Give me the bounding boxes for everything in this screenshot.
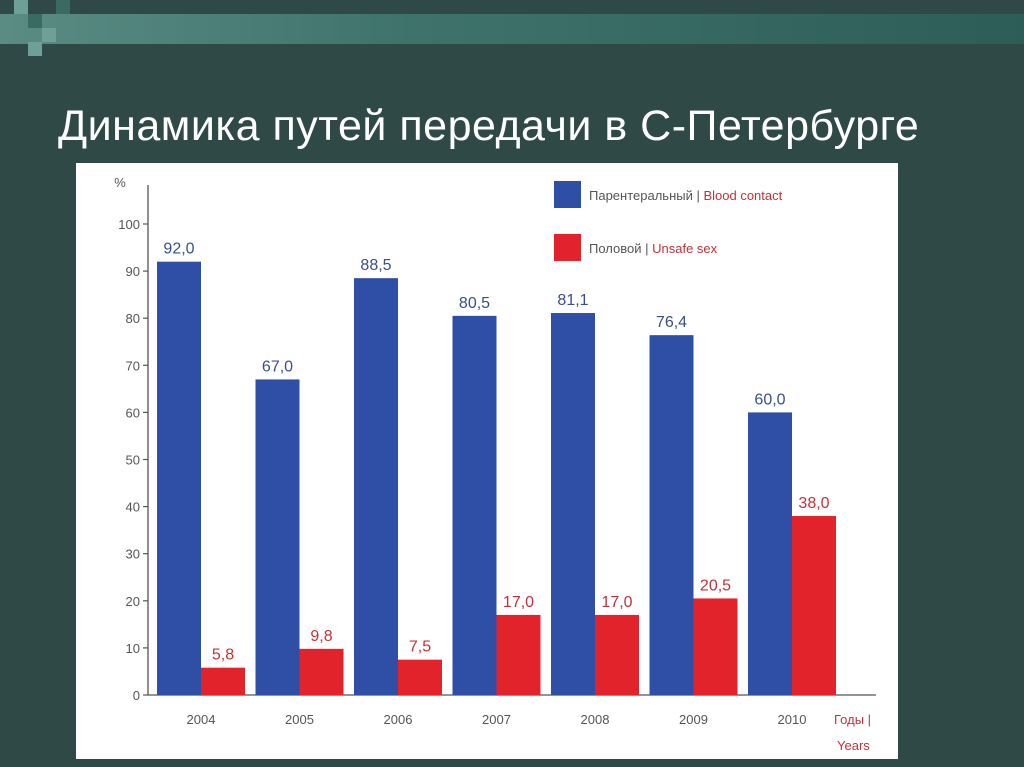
bar-blood-contact: [157, 261, 201, 695]
slide-title: Динамика путей передачи в С-Петербурге: [58, 102, 920, 150]
legend-label: Парентеральный | Blood contact: [589, 188, 783, 203]
bar-unsafe-sex: [201, 667, 245, 695]
bar-value-label: 17,0: [503, 594, 534, 611]
decorative-square: [42, 28, 56, 42]
bar-unsafe-sex: [693, 598, 738, 695]
x-tick-label: 2008: [581, 712, 610, 727]
y-tick-label: 30: [126, 547, 140, 562]
y-tick-label: 0: [133, 688, 140, 703]
x-tick-label: 2009: [679, 712, 708, 727]
y-tick-label: 10: [126, 641, 140, 656]
bar-blood-contact: [452, 315, 497, 695]
bar-value-label: 67,0: [262, 358, 293, 375]
y-tick-label: 80: [126, 311, 140, 326]
bar-chart: % 0 10 20 30 40 50 60 70 80 90 100 2004 2005 2006 2007 2…: [114, 175, 876, 753]
legend-swatch: [554, 181, 581, 208]
legend-swatch: [554, 234, 581, 261]
y-tick-label: 20: [126, 594, 140, 609]
bar-value-label: 7,5: [409, 639, 431, 656]
slide-header-band: [0, 14, 1024, 44]
bar-value-label: 9,8: [310, 628, 332, 645]
decorative-square: [28, 42, 42, 56]
y-tick-label: 70: [126, 358, 140, 373]
bar-blood-contact: [551, 313, 595, 695]
decorative-square: [28, 14, 42, 28]
x-tick-label: 2007: [482, 712, 511, 727]
bar-unsafe-sex: [595, 614, 639, 695]
bar-unsafe-sex: [398, 659, 442, 695]
bar-blood-contact: [255, 379, 300, 695]
bar-value-label: 38,0: [798, 495, 829, 512]
x-axis-label-en: Years: [837, 738, 870, 753]
chart-legend: Парентеральный | Blood contact Половой | …: [554, 181, 783, 261]
bar-unsafe-sex: [496, 614, 541, 695]
bar-blood-contact: [748, 412, 792, 695]
decorative-square: [56, 0, 70, 14]
x-tick-label: 2010: [778, 712, 807, 727]
y-tick-label: 40: [126, 500, 140, 515]
bar-value-label: 20,5: [700, 577, 731, 594]
y-tick-label: 90: [126, 264, 140, 279]
bar-value-label: 17,0: [601, 594, 632, 611]
bar-value-label: 80,5: [459, 295, 490, 312]
legend-label: Половой | Unsafe sex: [589, 241, 718, 256]
y-tick-label: 50: [126, 453, 140, 468]
y-tick-label: 100: [118, 217, 140, 232]
bar-value-label: 88,5: [360, 257, 391, 274]
bar-value-label: 81,1: [557, 292, 588, 309]
bar-blood-contact: [354, 278, 398, 695]
chart-panel: % 0 10 20 30 40 50 60 70 80 90 100 2004 2005 2006 2007 2…: [76, 163, 898, 759]
bar-blood-contact: [649, 335, 694, 695]
bar-value-label: 60,0: [754, 391, 785, 408]
y-tick-label: 60: [126, 405, 140, 420]
bar-unsafe-sex: [792, 516, 836, 695]
chart-bars: 92,0 5,8 67,0 9,8 88,5 7,5 80,5 17,0 81,1 17,0 76,…: [157, 241, 836, 695]
chart-axes: % 0 10 20 30 40 50 60 70 80 90 100 2004 2005 2006 2007 2…: [114, 175, 876, 753]
bar-value-label: 76,4: [656, 314, 687, 331]
x-tick-label: 2005: [285, 712, 314, 727]
bar-unsafe-sex: [299, 648, 344, 695]
x-tick-label: 2004: [187, 712, 216, 727]
x-axis-label: Годы |: [834, 712, 871, 727]
y-axis-unit-label: %: [114, 175, 126, 190]
bar-value-label: 5,8: [212, 647, 234, 664]
bar-value-label: 92,0: [163, 241, 194, 258]
decorative-square: [14, 0, 28, 14]
x-tick-label: 2006: [384, 712, 413, 727]
